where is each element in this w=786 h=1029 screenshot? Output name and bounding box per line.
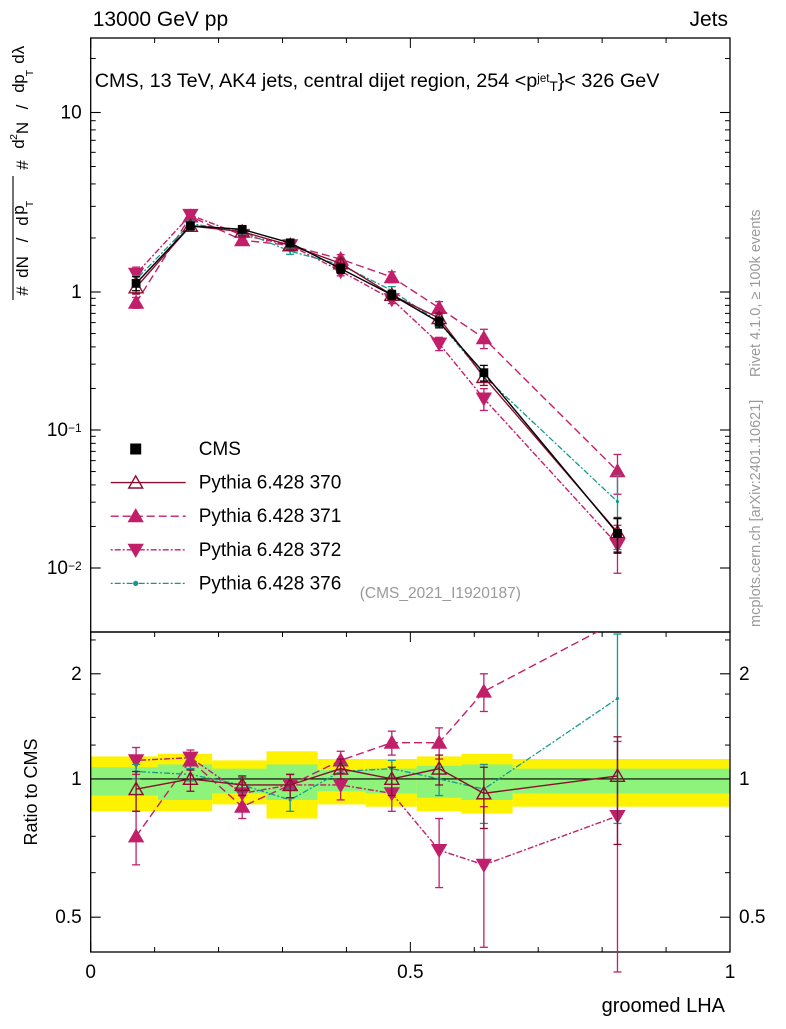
svg-text:CMS: CMS (199, 439, 241, 460)
svg-text:(CMS_2021_I1920187): (CMS_2021_I1920187) (360, 585, 521, 602)
svg-text:#: # (13, 286, 32, 296)
svg-text:#: # (13, 160, 32, 170)
svg-text:0.5: 0.5 (397, 962, 423, 983)
svg-text:1: 1 (725, 962, 736, 983)
svg-text:1: 1 (71, 282, 82, 303)
svg-text:1: 1 (71, 769, 82, 790)
svg-text:0: 0 (85, 962, 96, 983)
svg-text:/: / (13, 237, 32, 242)
svg-text:2: 2 (71, 664, 82, 685)
svg-text:dN: dN (13, 256, 32, 278)
svg-text:CMS, 13 TeV, AK4 jets, central: CMS, 13 TeV, AK4 jets, central dijet reg… (95, 70, 661, 94)
svg-text:mcplots.cern.ch [arXiv:2401.10: mcplots.cern.ch [arXiv:2401.10621] (748, 400, 764, 627)
svg-text:Ratio to CMS: Ratio to CMS (21, 738, 41, 845)
svg-text:Jets: Jets (689, 8, 728, 31)
svg-text:0.5: 0.5 (739, 907, 765, 928)
svg-text:2: 2 (739, 664, 750, 685)
svg-text:10: 10 (61, 103, 82, 124)
svg-text:T: T (24, 200, 36, 207)
svg-text:/: / (13, 104, 32, 109)
svg-text:λ: λ (9, 45, 28, 54)
svg-text:1: 1 (739, 769, 750, 790)
svg-text:Pythia 6.428 372: Pythia 6.428 372 (199, 540, 342, 561)
svg-text:Rivet 4.1.0, ≥ 100k events: Rivet 4.1.0, ≥ 100k events (748, 209, 764, 377)
svg-text:Pythia 6.428 376: Pythia 6.428 376 (199, 573, 342, 594)
svg-text:0.5: 0.5 (55, 907, 81, 928)
svg-text:13000 GeV pp: 13000 GeV pp (93, 8, 228, 31)
svg-text:N: N (13, 122, 32, 134)
svg-text:d: d (9, 54, 28, 63)
svg-text:Pythia 6.428 370: Pythia 6.428 370 (199, 473, 342, 494)
svg-text:1: 1 (0, 288, 2, 297)
svg-text:groomed LHA: groomed LHA (602, 995, 726, 1017)
svg-text:d: d (13, 216, 32, 225)
svg-text:T: T (24, 69, 36, 76)
svg-text:Pythia 6.428 371: Pythia 6.428 371 (199, 506, 342, 527)
